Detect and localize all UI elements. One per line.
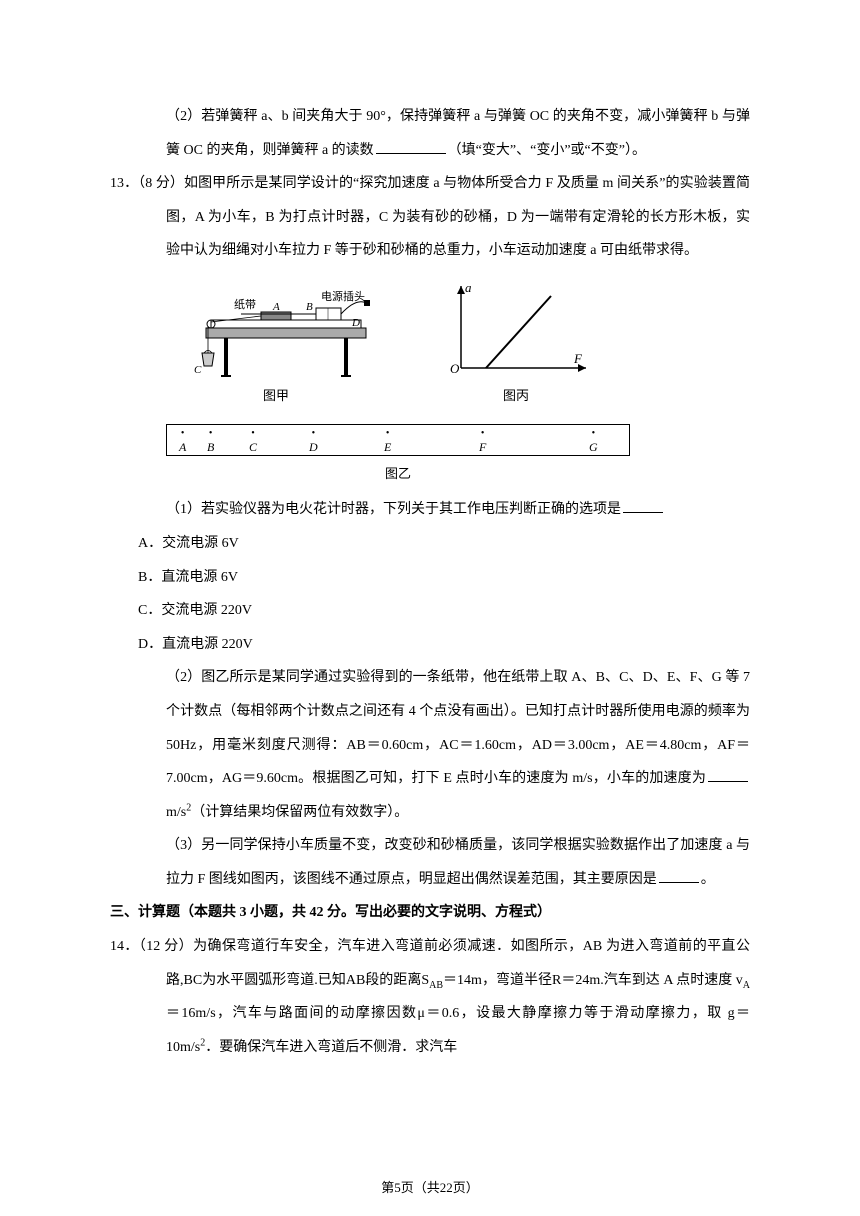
svg-text:D: D	[351, 317, 360, 329]
q13-part3: （3）另一同学保持小车质量不变，改变砂和砂桶质量，该同学根据实验数据作出了加速度…	[110, 829, 750, 896]
tape-caption: 图乙	[166, 458, 630, 489]
page-footer: 第5页（共22页）	[0, 1180, 860, 1196]
option-c: C．交流电源 220V	[110, 594, 750, 628]
svg-text:纸带: 纸带	[234, 298, 256, 311]
svg-text:O: O	[450, 361, 460, 376]
svg-text:F: F	[573, 351, 583, 366]
q13-header: 13．（8 分）如图甲所示是某同学设计的“探究加速度 a 与物体所受合力 F 及…	[110, 167, 750, 268]
option-b: B．直流电源 6V	[110, 561, 750, 595]
q12-fill-hint: （填“变大”、“变小”或“不变”）。	[448, 143, 646, 158]
fig-jia-caption: 图甲	[166, 380, 386, 411]
blank-fill	[623, 499, 663, 513]
blank-fill	[708, 768, 748, 782]
q14-text: 14．（12 分）为确保弯道行车安全，汽车进入弯道前必须减速．如图所示，AB 为…	[110, 930, 750, 1065]
figure-bing: O a F 图丙	[436, 278, 596, 411]
tape-box: •A •B •C •D •E •F •G	[166, 424, 630, 456]
svg-text:A: A	[272, 301, 280, 313]
subscript-a: A	[743, 979, 750, 990]
section3-title: 三、计算题（本题共 3 小题，共 42 分。写出必要的文字说明、方程式）	[110, 896, 750, 930]
svg-text:电源插头: 电源插头	[321, 289, 365, 303]
blank-fill	[376, 140, 446, 154]
svg-text:a: a	[465, 280, 472, 295]
blank-fill	[659, 869, 699, 883]
q12-part2: （2）若弹簧秤 a、b 间夹角大于 90°，保持弹簧秤 a 与弹簧 OC 的夹角…	[110, 100, 750, 167]
option-d: D．直流电源 220V	[110, 628, 750, 662]
figures-row: 纸带 电源插头 A B D C 图甲 O a F 图丙	[110, 268, 750, 416]
subscript-ab: AB	[429, 979, 443, 990]
q13-part1: （1）若实验仪器为电火花计时器，下列关于其工作电压判断正确的选项是	[110, 493, 750, 527]
tape-figure: •A •B •C •D •E •F •G 图乙	[110, 416, 630, 493]
svg-text:C: C	[194, 364, 202, 376]
fig-bing-caption: 图丙	[436, 380, 596, 411]
figure-jia: 纸带 电源插头 A B D C 图甲	[166, 278, 386, 411]
q13-part2: （2）图乙所示是某同学通过实验得到的一条纸带，他在纸带上取 A、B、C、D、E、…	[110, 661, 750, 829]
option-a: A．交流电源 6V	[110, 527, 750, 561]
svg-text:B: B	[306, 301, 313, 313]
